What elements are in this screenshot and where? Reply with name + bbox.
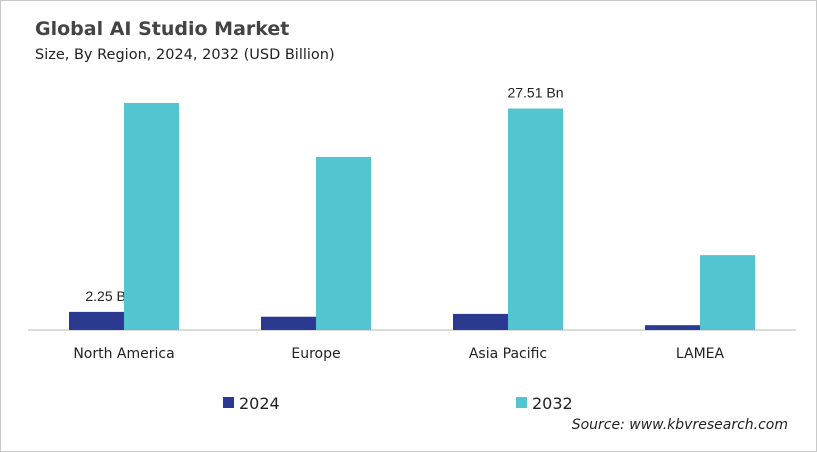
chart-subtitle: Size, By Region, 2024, 2032 (USD Billion…: [35, 47, 335, 63]
bar-2032-europe: [316, 156, 371, 330]
legend-swatch-2032: [516, 397, 527, 408]
bar-2032-asia-pacific: [508, 108, 563, 331]
bar-2032-lamea: [700, 255, 755, 330]
x-tick-label: Europe: [291, 346, 340, 362]
data-label: 2.25 Bn: [85, 288, 133, 304]
x-tick-label: LAMEA: [676, 346, 725, 362]
x-tick-label: North America: [73, 346, 174, 362]
source-note: Source: www.kbvresearch.com: [571, 417, 788, 433]
bar-2024-europe: [261, 316, 316, 330]
bar-2024-north-america: [69, 311, 124, 330]
bar-2024-lamea: [645, 325, 700, 330]
chart-title: Global AI Studio Market: [35, 18, 290, 40]
x-tick-label: Asia Pacific: [469, 346, 547, 362]
data-label: 27.51 Bn: [507, 85, 563, 101]
legend-label-2024: 2024: [239, 394, 280, 413]
bar-2032-north-america: [124, 102, 179, 331]
bar-2024-asia-pacific: [453, 313, 508, 330]
legend-swatch-2024: [223, 397, 234, 408]
legend-label-2032: 2032: [532, 394, 573, 413]
